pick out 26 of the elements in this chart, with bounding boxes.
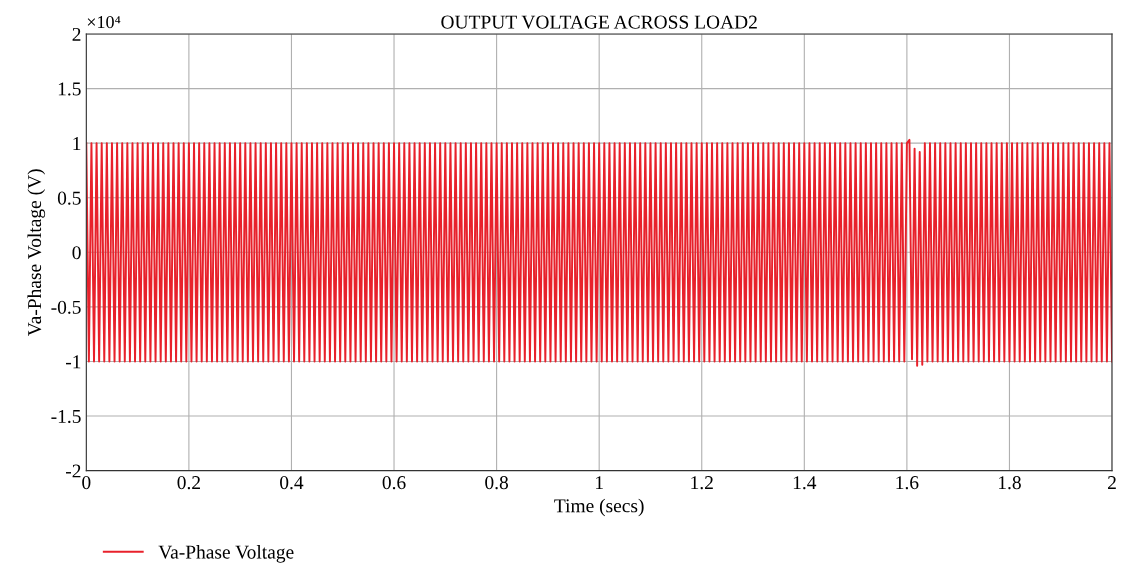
y-tick-label: -1 <box>65 355 81 369</box>
x-tick-label: 1 <box>596 476 603 489</box>
x-tick-label: 1.2 <box>691 476 713 490</box>
text: ×10⁴ <box>87 15 121 29</box>
legend-label: Va-Phase Voltage <box>158 544 294 563</box>
y-tick-label: 0.5 <box>57 191 81 205</box>
x-tick-label: 0.4 <box>280 476 304 490</box>
x-tick-label: 1.4 <box>793 476 817 490</box>
y-tick-label: 2 <box>72 27 81 41</box>
y-tick-label: 1.5 <box>58 82 81 96</box>
x-tick-label: 2 <box>1108 476 1116 489</box>
y-tick-label: 1 <box>73 137 81 150</box>
y-tick-label: -1.5 <box>51 409 81 424</box>
x-tick-label: 0.6 <box>382 476 406 490</box>
chart-title: OUTPUT VOLTAGE ACROSS LOAD2 <box>441 15 757 29</box>
y-tick-label: -2 <box>65 464 81 478</box>
x-tick-label: 0 <box>82 476 91 490</box>
x-tick-label: 0.8 <box>485 476 509 490</box>
x-tick-label: 0.2 <box>177 476 200 490</box>
y-axis-title: Va-Phase Voltage (V) <box>27 169 46 336</box>
x-tick-label: 1.8 <box>999 476 1021 490</box>
x-tick-label: 1.6 <box>896 476 919 490</box>
x-axis-title: Time (secs) <box>554 498 644 517</box>
y-tick-label: 0 <box>72 246 81 260</box>
y-tick-label: -0.5 <box>51 300 81 314</box>
line-series <box>86 138 1113 367</box>
